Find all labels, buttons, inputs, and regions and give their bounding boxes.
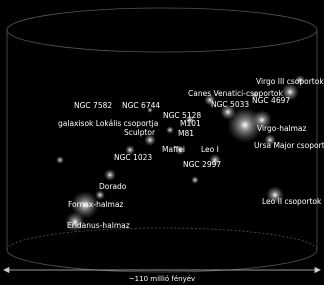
cluster-label: Canes Venatici-csoportok xyxy=(188,89,284,98)
cluster-label: Leo II csoportok xyxy=(262,197,322,206)
cluster-label: Eridanus-halmaz xyxy=(67,221,130,230)
cluster-label: Ursa Major csoportok xyxy=(254,141,324,150)
cluster-label: Virgo-halmaz xyxy=(257,124,307,133)
cluster-label: NGC 1023 xyxy=(114,153,152,162)
cluster-label: Sculptor xyxy=(124,128,156,137)
glow xyxy=(191,176,199,184)
glow xyxy=(166,126,174,134)
cluster-label: galaxisok Lokális csoportja xyxy=(58,119,158,128)
cluster-label: NGC 2997 xyxy=(183,160,221,169)
cluster-label: NGC 6744 xyxy=(122,101,160,110)
cluster-label: Maffei xyxy=(162,145,185,154)
glow xyxy=(56,156,64,164)
cluster-label: M81 xyxy=(178,129,194,138)
cluster-label: Virgo III csoportok xyxy=(256,77,324,86)
cluster-label: Fornax-halmaz xyxy=(68,200,123,209)
scale-label: ~110 millió fényév xyxy=(129,275,195,283)
cluster-label: NGC 5033 xyxy=(211,100,249,109)
galaxy-map: ~110 millió fényév Virgo III csoportok NG… xyxy=(0,0,324,285)
cluster-label: Leo I xyxy=(201,145,219,154)
cluster-label: M101 xyxy=(180,119,201,128)
glow xyxy=(95,190,105,200)
cluster-label: NGC 7582 xyxy=(74,101,112,110)
glow xyxy=(104,169,116,181)
cluster-label: Dorado xyxy=(99,182,127,191)
